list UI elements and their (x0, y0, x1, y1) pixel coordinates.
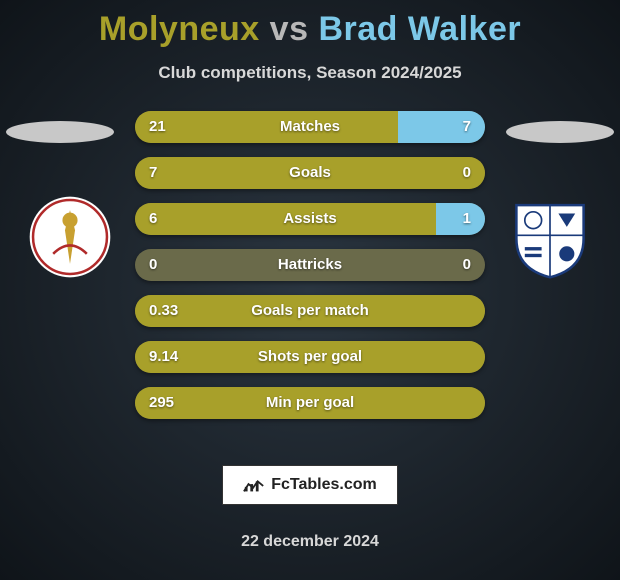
tranmere-logo-icon (508, 195, 592, 279)
fctables-chart-icon (243, 477, 265, 493)
stat-label: Hattricks (135, 249, 485, 281)
vs-text: vs (270, 10, 309, 48)
stat-row: 295Min per goal (135, 387, 485, 419)
stat-row: 9.14Shots per goal (135, 341, 485, 373)
doncaster-logo-icon (28, 195, 112, 279)
ellipse-shadow-left (6, 121, 114, 143)
bars-container: 217Matches 70Goals 61Assists 00Hattricks 0.3… (135, 111, 485, 433)
comparison-title: Molyneux vs Brad Walker (0, 0, 620, 49)
stat-row: 217Matches (135, 111, 485, 143)
subtitle: Club competitions, Season 2024/2025 (0, 63, 620, 83)
player2-name: Brad Walker (318, 10, 521, 48)
stat-row: 70Goals (135, 157, 485, 189)
club-logo-right (508, 195, 592, 279)
stat-label: Goals (135, 157, 485, 189)
stat-row: 00Hattricks (135, 249, 485, 281)
stat-row: 0.33Goals per match (135, 295, 485, 327)
stat-label: Shots per goal (135, 341, 485, 373)
stat-row: 61Assists (135, 203, 485, 235)
club-logo-left (28, 195, 112, 279)
stat-label: Min per goal (135, 387, 485, 419)
stat-label: Matches (135, 111, 485, 143)
stat-label: Goals per match (135, 295, 485, 327)
date-text: 22 december 2024 (0, 533, 620, 551)
ellipse-shadow-right (506, 121, 614, 143)
fctables-brand-text: FcTables.com (271, 476, 377, 494)
stat-label: Assists (135, 203, 485, 235)
player1-name: Molyneux (99, 10, 260, 48)
stats-stage: 217Matches 70Goals 61Assists 00Hattricks 0.3… (0, 111, 620, 431)
fctables-logo[interactable]: FcTables.com (222, 465, 398, 505)
